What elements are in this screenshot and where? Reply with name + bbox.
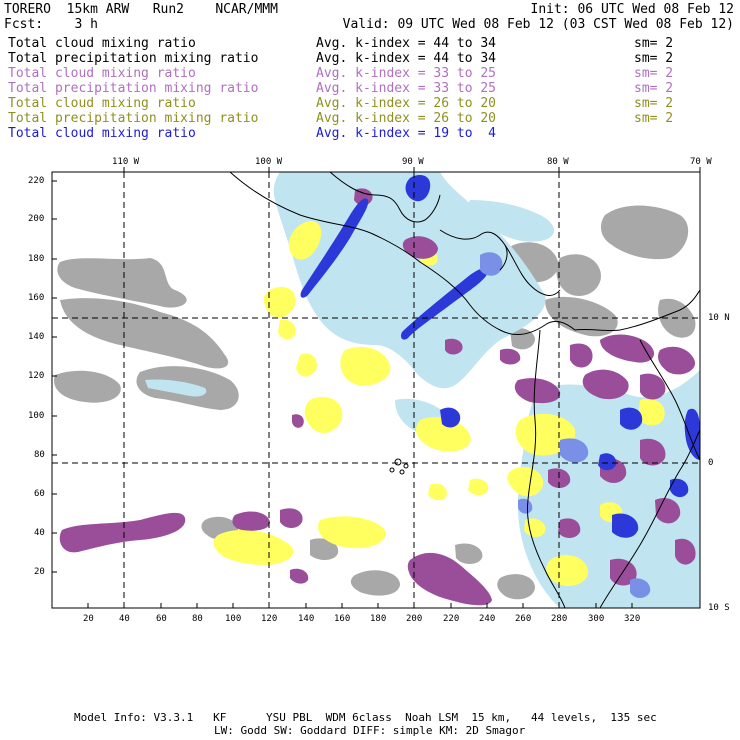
y-tick-label: 20 bbox=[34, 567, 45, 577]
x-tick-label: 280 bbox=[551, 614, 568, 624]
x-axis-ticks bbox=[87, 603, 633, 608]
x-tick-label: 160 bbox=[334, 614, 351, 624]
physics-info: LW: Godd SW: Goddard DIFF: simple KM: 2D… bbox=[214, 724, 526, 737]
x-tick-label: 80 bbox=[192, 614, 203, 624]
legend-smoothing: sm= 2 bbox=[634, 96, 674, 111]
x-tick-label: 300 bbox=[588, 614, 605, 624]
medium-blue-areas bbox=[480, 252, 651, 598]
legend-k-index: Avg. k-index = 26 to 20 bbox=[316, 96, 497, 111]
y-tick-label: 180 bbox=[28, 254, 45, 264]
lon-label-90w: 90 W bbox=[402, 157, 424, 167]
legend-k-index: Avg. k-index = 19 to 4 bbox=[316, 126, 497, 141]
init-time: Init: 06 UTC Wed 08 Feb 12 bbox=[530, 2, 735, 17]
forecast-hour: Fcst: 3 h bbox=[4, 17, 98, 32]
x-tick-label: 180 bbox=[370, 614, 387, 624]
x-tick-label: 260 bbox=[515, 614, 532, 624]
lon-ticks-top bbox=[123, 167, 701, 172]
legend-k-index: Avg. k-index = 26 to 20 bbox=[316, 111, 497, 126]
lat-label-10s: 10 S bbox=[708, 603, 730, 613]
blue-cloud-areas bbox=[300, 175, 700, 538]
galapagos-islands bbox=[389, 458, 409, 475]
legend-field-name: Total precipitation mixing ratio bbox=[8, 51, 259, 66]
x-tick-label: 100 bbox=[225, 614, 242, 624]
y-tick-label: 60 bbox=[34, 489, 45, 499]
model-info: Model Info: V3.3.1 KF YSU PBL WDM 6class… bbox=[74, 711, 657, 724]
x-tick-label: 200 bbox=[406, 614, 423, 624]
lon-label-70w: 70 W bbox=[690, 157, 712, 167]
lightblue-cloud-areas bbox=[145, 172, 700, 608]
yellow-precip-areas bbox=[213, 220, 665, 587]
field-shading bbox=[54, 172, 700, 608]
lon-label-80w: 80 W bbox=[547, 157, 569, 167]
x-tick-label: 60 bbox=[156, 614, 167, 624]
y-axis-ticks bbox=[52, 180, 57, 573]
legend-smoothing: sm= 2 bbox=[634, 111, 674, 126]
legend-smoothing: sm= 2 bbox=[634, 36, 674, 51]
x-tick-label: 120 bbox=[261, 614, 278, 624]
legend-field-name: Total cloud mixing ratio bbox=[8, 66, 196, 81]
legend-smoothing: sm= 2 bbox=[634, 81, 674, 96]
x-tick-label: 140 bbox=[298, 614, 315, 624]
coastlines bbox=[229, 172, 700, 608]
valid-time: Valid: 09 UTC Wed 08 Feb 12 (03 CST Wed … bbox=[342, 17, 734, 32]
lon-label-110w: 110 W bbox=[112, 157, 140, 167]
legend-k-index: Avg. k-index = 33 to 25 bbox=[316, 81, 497, 96]
y-tick-label: 140 bbox=[28, 332, 45, 342]
legend-field-name: Total precipitation mixing ratio bbox=[8, 111, 259, 126]
lat-lon-grid bbox=[52, 172, 700, 608]
y-tick-label: 120 bbox=[28, 371, 45, 381]
y-tick-label: 100 bbox=[28, 411, 45, 421]
y-tick-label: 80 bbox=[34, 450, 45, 460]
legend-field-name: Total cloud mixing ratio bbox=[8, 96, 196, 111]
legend-field-name: Total precipitation mixing ratio bbox=[8, 81, 259, 96]
purple-areas bbox=[59, 188, 696, 606]
map-frame bbox=[51, 171, 701, 609]
x-tick-label: 40 bbox=[119, 614, 130, 624]
x-tick-label: 240 bbox=[479, 614, 496, 624]
x-tick-label: 320 bbox=[624, 614, 641, 624]
run-title: TORERO 15km ARW Run2 NCAR/MMM bbox=[4, 2, 278, 17]
lat-label-0: 0 bbox=[708, 458, 714, 468]
y-tick-label: 220 bbox=[28, 176, 45, 186]
lat-label-10n: 10 N bbox=[708, 313, 730, 323]
x-tick-label: 220 bbox=[443, 614, 460, 624]
y-tick-label: 200 bbox=[28, 214, 45, 224]
legend-k-index: Avg. k-index = 44 to 34 bbox=[316, 51, 497, 66]
legend-smoothing: sm= 2 bbox=[634, 51, 674, 66]
x-tick-label: 20 bbox=[83, 614, 94, 624]
legend-field-name: Total cloud mixing ratio bbox=[8, 36, 196, 51]
legend-smoothing: sm= 2 bbox=[634, 66, 674, 81]
y-tick-label: 40 bbox=[34, 528, 45, 538]
legend-field-name: Total cloud mixing ratio bbox=[8, 126, 196, 141]
legend-k-index: Avg. k-index = 44 to 34 bbox=[316, 36, 497, 51]
y-tick-label: 160 bbox=[28, 293, 45, 303]
legend-k-index: Avg. k-index = 33 to 25 bbox=[316, 66, 497, 81]
lon-label-100w: 100 W bbox=[255, 157, 283, 167]
